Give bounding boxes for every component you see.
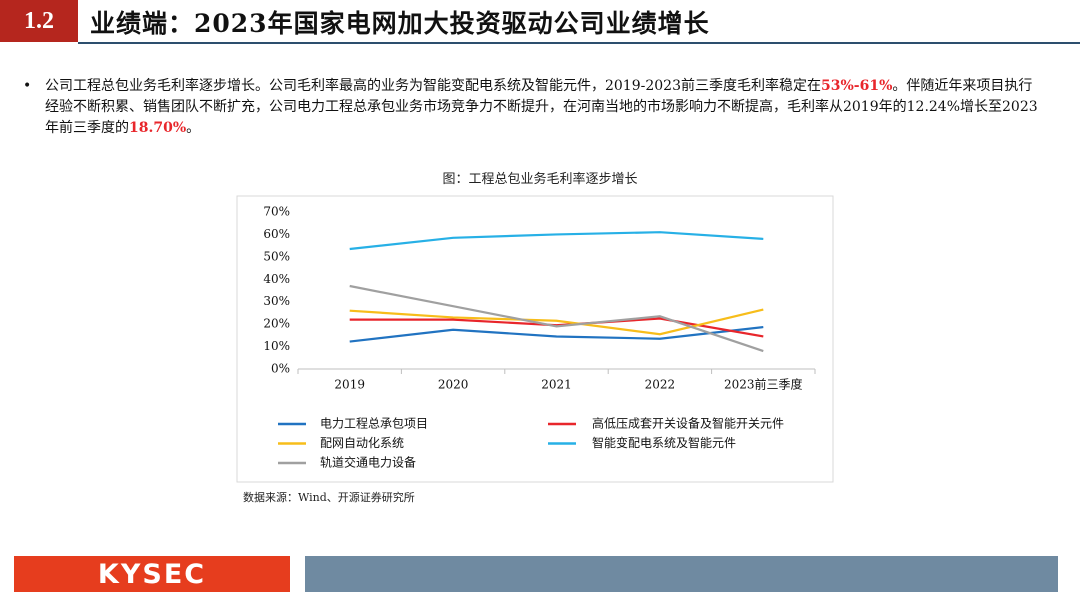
series-line xyxy=(349,231,764,251)
bullet-dot: • xyxy=(23,78,32,94)
y-tick-label: 20% xyxy=(263,317,290,331)
text-run: 。伴随近年来项目执行经验不断积累、销售团队不断扩充，公司电力工程总承包业务市场竞… xyxy=(45,78,1038,136)
y-tick-label: 0% xyxy=(271,362,290,376)
legend-label: 电力工程总承包项目 xyxy=(320,416,428,431)
x-tick-label: 2021 xyxy=(541,378,572,392)
x-tick-label: 2019 xyxy=(334,378,365,392)
y-tick-label: 50% xyxy=(263,249,290,263)
chart-title: 图：工程总包业务毛利率逐步增长 xyxy=(442,172,638,187)
logo: KYSEC xyxy=(14,556,290,592)
y-tick-label: 70% xyxy=(263,205,290,219)
legend-label: 智能变配电系统及智能元件 xyxy=(592,435,736,450)
x-tick-label: 2023前三季度 xyxy=(724,377,803,392)
series-line xyxy=(349,284,764,353)
header-rule xyxy=(78,42,1080,44)
y-tick-label: 60% xyxy=(263,227,290,241)
text-run: 18.70% xyxy=(129,120,187,136)
text-run: 53%-61% xyxy=(821,78,893,94)
text-run: 。 xyxy=(186,120,201,136)
series-line xyxy=(349,317,764,338)
footer-bar xyxy=(305,556,1058,592)
legend-label: 高低压成套开关设备及智能开关元件 xyxy=(592,416,784,431)
bullet-text: • 公司工程总包业务毛利率逐步增长。公司毛利率最高的业务为智能变配电系统及智能元件… xyxy=(23,76,1045,139)
x-tick-label: 2020 xyxy=(438,378,469,392)
legend-label: 轨道交通电力设备 xyxy=(320,455,416,470)
x-tick-label: 2022 xyxy=(645,378,676,392)
section-number: 1.2 xyxy=(0,0,78,42)
series-line xyxy=(349,325,764,343)
text-run: 公司工程总包业务毛利率逐步增长。公司毛利率最高的业务为智能变配电系统及智能元件，… xyxy=(45,78,821,94)
y-tick-label: 40% xyxy=(263,272,290,286)
y-tick-label: 30% xyxy=(263,294,290,308)
legend-label: 配网自动化系统 xyxy=(320,436,404,450)
series-line xyxy=(349,308,764,336)
y-tick-label: 10% xyxy=(263,339,290,353)
source: 数据来源：Wind、开源证券研究所 xyxy=(243,491,415,504)
slide-title: 业绩端：2023年国家电网加大投资驱动公司业绩增长 xyxy=(90,9,710,38)
chart-frame xyxy=(236,195,834,483)
